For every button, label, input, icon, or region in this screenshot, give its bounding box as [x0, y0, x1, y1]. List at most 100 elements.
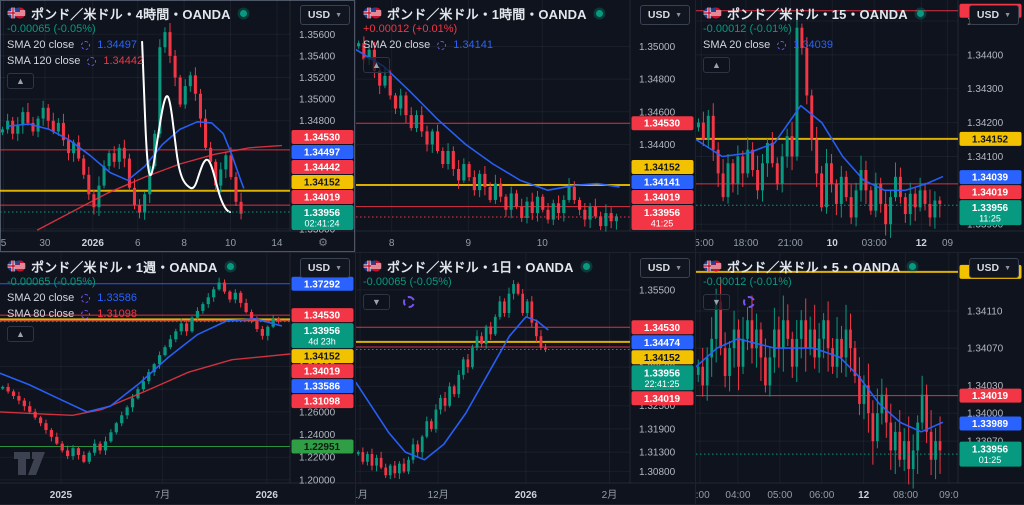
legend-row[interactable]: SMA 80 close 1.31098 — [7, 306, 234, 322]
time-axis-tick: 14 — [271, 238, 283, 249]
time-axis[interactable] — [356, 231, 696, 253]
currency-button[interactable]: USD ▼ — [299, 5, 350, 25]
symbol-title[interactable]: ポンド／米ドル・1時間・OANDA — [387, 6, 587, 22]
time-axis-tick: 2026 — [82, 238, 105, 249]
indicator-label: SMA 80 close — [7, 308, 75, 320]
time-axis-tick: 8 — [181, 238, 187, 249]
market-status-dot — [909, 262, 917, 270]
currency-button[interactable]: USD ▼ — [968, 5, 1019, 25]
price-badge — [959, 185, 1022, 200]
legend-collapse-button[interactable]: ▼ — [363, 294, 390, 310]
chevron-down-icon: ▼ — [1004, 11, 1011, 19]
time-axis-tick: 6 — [135, 238, 141, 249]
symbol-flag-icon — [7, 260, 26, 272]
chevron-down-icon: ▼ — [1004, 264, 1011, 272]
legend-row[interactable]: SMA 120 close 1.34442 — [7, 53, 247, 69]
price-axis[interactable] — [958, 253, 1024, 483]
svg-text:1.34019: 1.34019 — [972, 391, 1009, 402]
time-axis-tick: 05:00 — [767, 490, 792, 501]
time-axis[interactable] — [696, 231, 1024, 253]
price-change-text: +0.00012 (+0.01%) — [363, 23, 458, 35]
svg-text:1.34019: 1.34019 — [644, 193, 681, 204]
chevron-down-icon: ▼ — [675, 11, 682, 19]
price-axis[interactable] — [290, 0, 356, 231]
currency-button[interactable]: USD ▼ — [299, 258, 350, 278]
svg-text:1.34019: 1.34019 — [644, 394, 681, 405]
price-axis-tick: 1.35500 — [639, 285, 676, 296]
chart-plot[interactable]: 1.356001.354001.352001.350001.348001.338… — [0, 0, 356, 253]
app-watermark-tradingview-logo[interactable] — [13, 451, 57, 481]
time-axis[interactable] — [696, 483, 1024, 505]
price-badge — [959, 441, 1022, 467]
price-axis[interactable] — [958, 0, 1024, 231]
time-axis[interactable] — [0, 231, 356, 253]
price-axis-tick: 1.34200 — [967, 118, 1004, 129]
loading-spinner-icon — [81, 309, 91, 319]
time-axis[interactable] — [356, 483, 696, 505]
loading-spinner-icon — [87, 56, 97, 66]
symbol-title[interactable]: ポンド／米ドル・5・OANDA — [727, 259, 901, 275]
legend-collapse-button[interactable]: ▲ — [7, 73, 34, 89]
legend-row[interactable]: SMA 20 close 1.34141 — [363, 37, 603, 53]
legend-collapse-button[interactable]: ▲ — [363, 57, 390, 73]
svg-text:1.34474: 1.34474 — [644, 338, 681, 349]
price-scale-settings-gear-icon[interactable]: ⚙ — [318, 237, 328, 249]
symbol-title[interactable]: ポンド／米ドル・1週・OANDA — [31, 259, 218, 275]
indicator-label: SMA 20 close — [7, 39, 75, 51]
legend-collapse-button[interactable]: ▲ — [7, 326, 34, 342]
chart-plot[interactable]: 1.345001.344001.343001.342001.341001.339… — [696, 0, 1024, 253]
currency-label: USD — [307, 9, 331, 21]
price-change-text: -0.00012 (-0.01%) — [703, 276, 792, 288]
svg-text:1.34039: 1.34039 — [972, 173, 1009, 184]
time-axis-tick: 08:00 — [893, 490, 918, 501]
chart-header: ポンド／米ドル・15・OANDA -0.00012 (-0.01%) SMA 2… — [703, 4, 924, 73]
symbol-flag-icon — [363, 260, 382, 272]
price-axis-tick: 1.33900 — [967, 220, 1004, 231]
currency-button[interactable]: USD ▼ — [968, 258, 1019, 278]
svg-text:1.33956: 1.33956 — [644, 208, 681, 219]
time-axis-tick: 10 — [537, 238, 549, 249]
brush-drawing[interactable] — [141, 40, 231, 214]
price-axis[interactable] — [290, 253, 356, 483]
price-axis[interactable] — [630, 253, 696, 483]
time-axis-tick: 2026 — [515, 490, 538, 501]
time-axis[interactable] — [0, 483, 356, 505]
legend-collapse-button[interactable]: ▼ — [703, 294, 730, 310]
symbol-title[interactable]: ポンド／米ドル・1日・OANDA — [387, 259, 574, 275]
price-axis[interactable] — [630, 0, 696, 231]
price-axis-tick: 1.35000 — [299, 95, 336, 106]
price-badge — [291, 308, 354, 323]
time-axis-tick: 15:00 — [696, 238, 714, 249]
chart-plot[interactable]: 1.35000 1.34800 1.34600 1.34400 8 9 10 1.34530 1… — [356, 0, 696, 253]
price-badge — [291, 276, 354, 291]
indicator-label: SMA 20 close — [7, 292, 75, 304]
time-axis-tick: 18:00 — [733, 238, 758, 249]
time-axis-tick: 12 — [916, 238, 928, 249]
chart-panel: 1.35000 1.34800 1.34600 1.34400 8 9 10 1.34530 1… — [356, 0, 696, 253]
time-axis-tick: 3:00 — [696, 490, 710, 501]
symbol-title[interactable]: ポンド／米ドル・15・OANDA — [727, 6, 908, 22]
price-axis-tick: 1.20000 — [299, 475, 336, 486]
price-badge — [291, 175, 354, 189]
loading-spinner-icon — [437, 40, 447, 50]
svg-text:1.34530: 1.34530 — [304, 311, 341, 322]
price-badge — [959, 416, 1022, 431]
legend-row[interactable]: SMA 20 close 1.33586 — [7, 290, 234, 306]
price-axis-tick: 1.34100 — [967, 152, 1004, 163]
currency-button[interactable]: USD ▼ — [639, 5, 690, 25]
time-axis-tick: 30 — [39, 238, 51, 249]
chart-plot[interactable]: 1.300001.280001.260001.240001.220001.200… — [0, 253, 356, 505]
symbol-title[interactable]: ポンド／米ドル・4時間・OANDA — [31, 6, 231, 22]
chart-plot[interactable]: 1.341101.340701.340301.340001.339703:000… — [696, 253, 1024, 505]
svg-text:1.34019: 1.34019 — [304, 193, 341, 204]
legend-row[interactable]: SMA 20 close 1.34039 — [703, 37, 924, 53]
currency-button[interactable]: USD ▼ — [639, 258, 690, 278]
chart-plot[interactable]: 1.355001.335001.330001.325001.319001.313… — [356, 253, 696, 505]
indicator-value: 1.31098 — [97, 308, 138, 320]
legend-collapse-button[interactable]: ▲ — [703, 57, 730, 73]
price-badge — [959, 170, 1022, 185]
price-badge — [631, 190, 694, 204]
price-badge — [631, 175, 694, 189]
legend-row[interactable]: SMA 20 close 1.34497 — [7, 37, 247, 53]
